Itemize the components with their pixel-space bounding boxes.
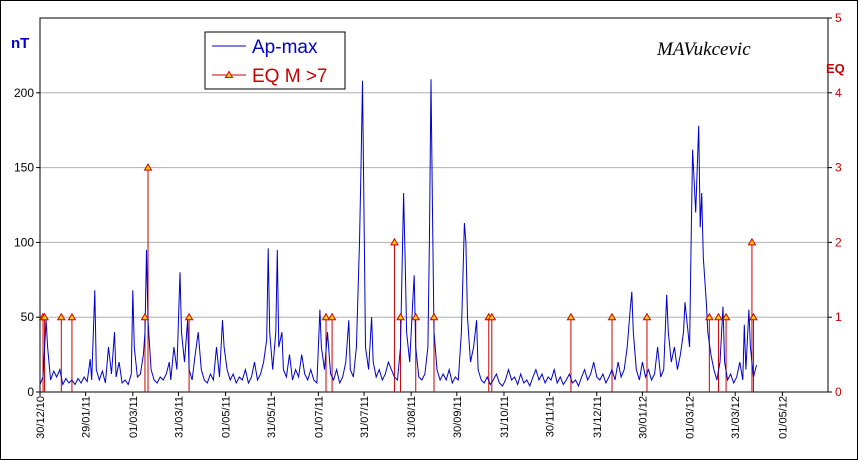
x-tick-label: 30/01/12 [637, 396, 649, 439]
eq-marker [721, 312, 731, 321]
left-tick-label: 200 [14, 86, 34, 100]
left-tick-label: 50 [21, 310, 35, 324]
x-tick-label: 31/08/11 [406, 396, 418, 438]
right-tick-label: 0 [835, 385, 842, 399]
eq-marker [607, 312, 617, 321]
right-axis-ticks: 0 1 2 3 4 5 [828, 11, 842, 399]
eq-markers [38, 163, 758, 321]
x-tick-label: 30/09/11 [452, 396, 464, 438]
eq-marker [140, 312, 150, 321]
left-tick-label: 100 [14, 235, 34, 249]
eq-marker [67, 312, 77, 321]
eq-marker [642, 312, 652, 321]
eq-marker [321, 312, 331, 321]
x-tick-label: 31/03/12 [730, 396, 742, 439]
eq-marker [411, 312, 421, 321]
right-tick-label: 1 [835, 310, 842, 324]
legend-ap-label: Ap-max [252, 37, 318, 58]
eq-marker [40, 312, 49, 321]
eq-marker [747, 237, 757, 246]
x-tick-label: 30/11/11 [545, 396, 557, 437]
eq-marker [429, 312, 439, 321]
eq-marker [327, 312, 337, 321]
ap-max-line [39, 79, 757, 388]
x-tick-label: 01/03/11 [128, 396, 140, 438]
x-tick-label: 31/05/11 [266, 396, 278, 438]
x-tick-label: 31/03/11 [173, 396, 185, 438]
left-axis-ticks: 0 50 100 150 200 [14, 86, 40, 399]
x-tick-label: 01/05/11 [221, 396, 233, 438]
right-axis-unit: EQ [826, 61, 845, 76]
x-axis-ticks: 30/12/10 29/01/11 01/03/11 31/03/11 01/05/11… [35, 392, 789, 439]
eq-marker [704, 312, 714, 321]
legend-eq-marker [224, 70, 234, 78]
x-tick-label: 01/03/12 [685, 396, 697, 439]
left-axis-unit: nT [11, 35, 29, 52]
eq-marker [714, 312, 723, 321]
legend-eq-label: EQ M >7 [252, 66, 328, 87]
left-tick-label: 150 [14, 161, 34, 175]
eq-marker [566, 312, 576, 321]
eq-marker [749, 312, 758, 321]
right-tick-label: 5 [835, 11, 842, 25]
eq-marker [390, 237, 399, 246]
watermark: MAVukcevic [656, 39, 751, 60]
right-tick-label: 2 [835, 235, 842, 249]
x-tick-label: 01/05/12 [777, 396, 789, 439]
x-tick-label: 31/07/11 [359, 396, 371, 438]
eq-marker [56, 312, 66, 321]
eq-marker [487, 312, 497, 321]
x-tick-label: 30/12/10 [35, 396, 47, 439]
legend: Ap-max EQ M >7 [204, 31, 346, 90]
x-tick-label: 29/01/11 [81, 396, 93, 438]
eq-marker [396, 312, 405, 321]
x-tick-label: 31/12/11 [592, 396, 604, 438]
legend-box [204, 31, 346, 90]
eq-marker [184, 312, 194, 321]
right-tick-label: 3 [835, 161, 842, 175]
eq-marker [143, 163, 153, 171]
x-tick-label: 31/10/11 [499, 396, 511, 438]
right-tick-label: 4 [835, 86, 842, 100]
left-tick-label: 0 [27, 385, 34, 399]
x-tick-label: 01/07/11 [313, 396, 325, 438]
